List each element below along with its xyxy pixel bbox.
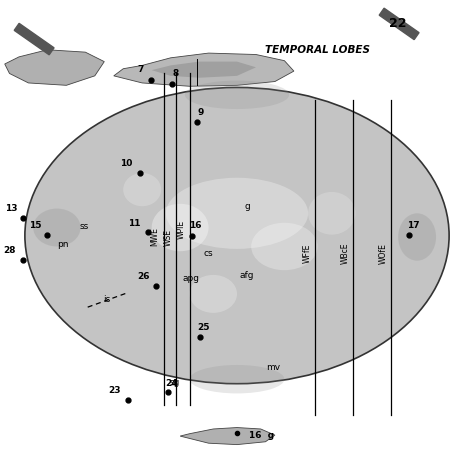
Ellipse shape (308, 192, 356, 235)
Text: 16  g: 16 g (249, 431, 274, 439)
Ellipse shape (251, 223, 318, 270)
Text: 23: 23 (109, 386, 121, 395)
Text: 10: 10 (120, 159, 133, 168)
Ellipse shape (190, 365, 284, 393)
Ellipse shape (152, 204, 209, 251)
Text: 7: 7 (137, 65, 144, 74)
Text: MWE: MWE (151, 228, 159, 246)
Text: WPIE: WPIE (177, 220, 186, 239)
Text: 26: 26 (137, 272, 149, 281)
Polygon shape (5, 50, 104, 85)
Text: TEMPORAL LOBES: TEMPORAL LOBES (265, 45, 371, 55)
Text: 28: 28 (3, 246, 16, 255)
Text: 22: 22 (389, 17, 406, 29)
Text: 24: 24 (166, 379, 178, 388)
Text: 17: 17 (407, 221, 419, 230)
Ellipse shape (33, 209, 81, 246)
Polygon shape (180, 428, 275, 445)
Text: 9: 9 (197, 108, 204, 117)
Text: apg: apg (182, 274, 200, 283)
Text: WBcE: WBcE (341, 243, 349, 264)
Polygon shape (152, 62, 256, 78)
Polygon shape (14, 23, 54, 55)
Text: WSE: WSE (164, 228, 173, 246)
Text: WOfE: WOfE (379, 243, 387, 264)
Text: 15: 15 (29, 221, 42, 230)
Ellipse shape (25, 87, 449, 384)
Polygon shape (379, 8, 419, 40)
Text: 25: 25 (198, 323, 210, 332)
Ellipse shape (123, 173, 161, 206)
Text: cs: cs (204, 249, 213, 258)
Text: WFfE: WFfE (303, 244, 311, 263)
Text: pn: pn (57, 240, 68, 249)
Text: 13: 13 (5, 204, 17, 213)
Ellipse shape (185, 81, 289, 109)
Text: ss: ss (80, 222, 89, 231)
Text: afg: afg (239, 272, 254, 280)
Text: 11: 11 (128, 219, 141, 228)
Text: g: g (244, 202, 250, 210)
Text: is: is (103, 295, 110, 304)
Text: sg: sg (170, 379, 180, 387)
Text: 16: 16 (190, 221, 202, 230)
Polygon shape (114, 53, 294, 86)
Ellipse shape (190, 275, 237, 313)
Ellipse shape (166, 178, 308, 249)
Text: mv: mv (266, 363, 281, 372)
Ellipse shape (398, 213, 436, 261)
Text: 8: 8 (173, 69, 179, 78)
